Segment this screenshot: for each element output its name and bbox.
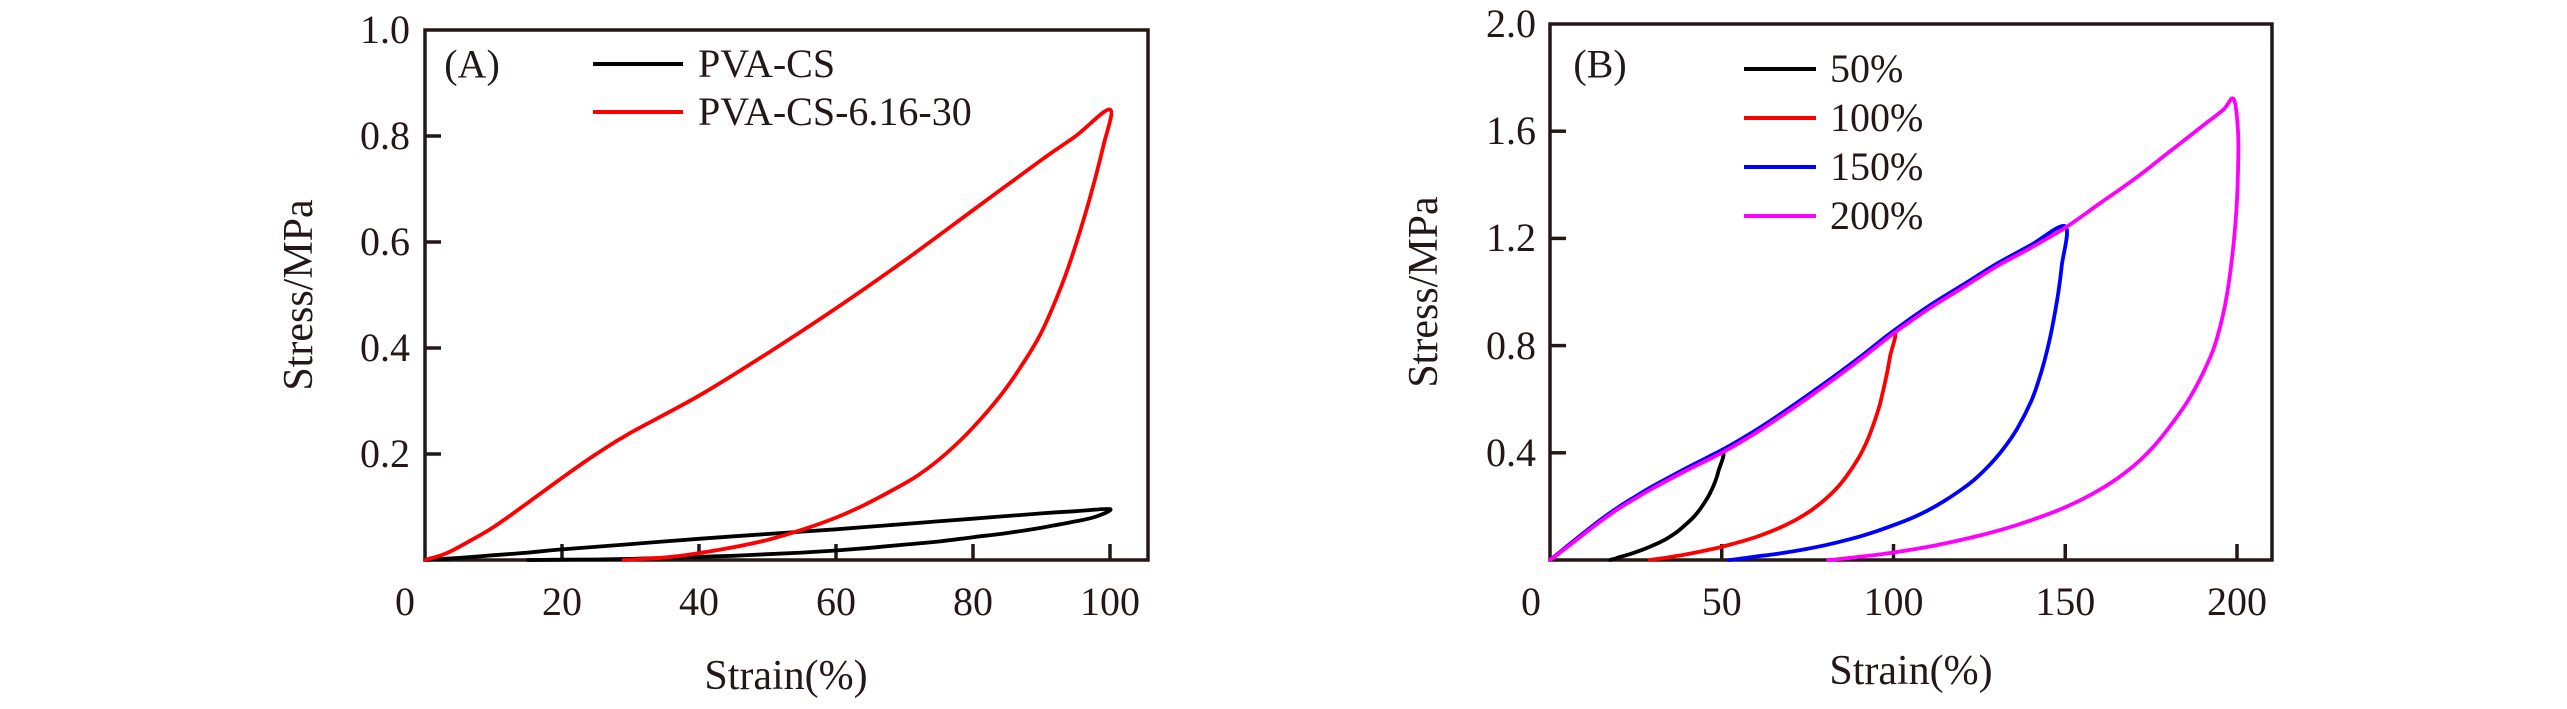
panel-b-y-tick-label-2: 2.0 (1486, 1, 1536, 46)
panel-b-legend-entry-2: 100% (1744, 96, 1923, 140)
panel-a-x-tick-label-40: 40 (679, 579, 719, 624)
panel-b-legend-entry-3: 150% (1744, 145, 1923, 189)
panel-b-legend-entry-4: 200% (1744, 194, 1923, 238)
panel-b-series-50- (1548, 449, 1726, 562)
panel-b-y-tick-label-1.6: 1.6 (1486, 108, 1536, 154)
panel-a-y-tick-label-0.6: 0.6 (360, 219, 410, 264)
panel-b-origin-label: 0 (1521, 579, 1541, 624)
panel-b-legend-line-icon (1744, 67, 1816, 71)
panel-b-legend-label: 50% (1830, 46, 1904, 91)
panel-a-x-axis-title: Strain(%) (704, 653, 868, 699)
panel-b-series-200- (1548, 96, 2241, 562)
panel-b-x-axis-title: Strain(%) (1829, 648, 1993, 694)
panel-b-legend-label: 100% (1830, 95, 1924, 140)
panel-a-legend-entry-1: PVA-CS (593, 42, 835, 86)
panel-b-x-tick-label-100: 100 (1863, 579, 1924, 624)
panel-b-legend-label: 200% (1830, 193, 1924, 238)
panel-b-x-tick-label-200: 200 (2207, 579, 2267, 624)
panel-a-label: (A) (444, 41, 500, 87)
panel-b-y-tick-label-1.2: 1.2 (1486, 215, 1536, 261)
panel-b-legend-line-icon (1744, 116, 1816, 120)
panel-a-y-tick-label-1: 1.0 (360, 7, 410, 52)
panel-a-series-pva-cs (423, 507, 1113, 562)
panel-a-frame (423, 28, 1150, 562)
panel-b-legend-label: 150% (1830, 144, 1924, 189)
panel-a-x-tick-label-60: 60 (816, 579, 856, 624)
panel-a-legend-line-icon (593, 62, 683, 66)
panel-b-x-tick-label-150: 150 (2035, 579, 2096, 624)
panel-b-x-tick-label-50: 50 (1701, 579, 1742, 624)
panel-a-legend-label: PVA-CS-6.16-30 (698, 89, 972, 134)
panel-b-label: (B) (1573, 41, 1627, 87)
panel-b-frame (1548, 22, 2274, 562)
panel-b-series-100- (1548, 330, 1898, 562)
panel-a-x-tick-label-80: 80 (953, 579, 993, 624)
panel-b-legend-line-icon (1744, 165, 1816, 169)
panel-a-legend-line-icon (593, 110, 683, 114)
panel-b-y-tick-label-0.8: 0.8 (1486, 322, 1536, 368)
panel-a-y-tick-label-0.4: 0.4 (360, 325, 410, 370)
panel-b-y-tick-label-0.4: 0.4 (1486, 429, 1536, 475)
panel-a-y-tick-label-0.8: 0.8 (360, 113, 410, 158)
panel-a-series-pva-cs-6-16-30 (423, 107, 1114, 562)
panel-a-x-tick-label-20: 20 (542, 579, 582, 624)
panel-a-origin-label: 0 (395, 579, 415, 624)
panel-a-x-tick-label-100: 100 (1080, 579, 1140, 624)
panel-b-legend-entry-1: 50% (1744, 47, 1903, 91)
panel-b-legend-line-icon (1744, 214, 1816, 218)
panel-a-legend-label: PVA-CS (698, 41, 836, 86)
panel-a-legend-entry-2: PVA-CS-6.16-30 (593, 90, 972, 134)
panel-a-y-tick-label-0.2: 0.2 (360, 431, 410, 476)
panel-b-series-150- (1548, 224, 2069, 562)
